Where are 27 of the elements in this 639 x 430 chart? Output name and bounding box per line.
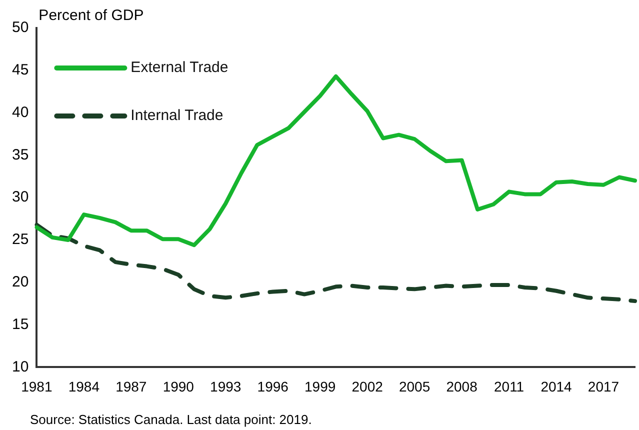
y-tick-label: 40	[12, 104, 29, 121]
x-tick-label: 1990	[162, 378, 194, 394]
y-tick-label: 10	[12, 358, 29, 376]
x-tick-label: 2005	[398, 378, 430, 394]
x-tick-label: 2017	[588, 378, 620, 394]
x-tick-label: 2002	[352, 378, 384, 394]
y-tick-label: 15	[12, 316, 29, 333]
x-tick-label: 1993	[210, 378, 242, 394]
line-series	[34, 222, 637, 304]
y-tick-label: 30	[12, 188, 29, 206]
legend-label: Internal Trade	[130, 107, 224, 124]
y-tick-label: 50	[12, 19, 29, 36]
y-tick-label: 20	[12, 274, 29, 291]
x-tick-label: 2014	[540, 378, 572, 394]
x-tick-label: 1984	[68, 378, 100, 394]
x-tick-label: 1981	[21, 378, 52, 394]
source-note: Source: Statistics Canada. Last data point: 2019.	[30, 412, 312, 427]
y-tick-label: 25	[12, 231, 29, 248]
x-tick-label: 1987	[116, 378, 147, 394]
legend-label: External Trade	[130, 59, 228, 76]
y-axis-title: Percent of GDP	[38, 7, 144, 24]
y-tick-label: 35	[12, 146, 29, 164]
x-tick-label: 2011	[494, 378, 524, 394]
x-tick-label: 1999	[304, 378, 336, 394]
x-tick-label: 2008	[446, 378, 478, 394]
x-tick-label: 1996	[257, 378, 289, 394]
y-tick-label: 45	[12, 62, 29, 79]
